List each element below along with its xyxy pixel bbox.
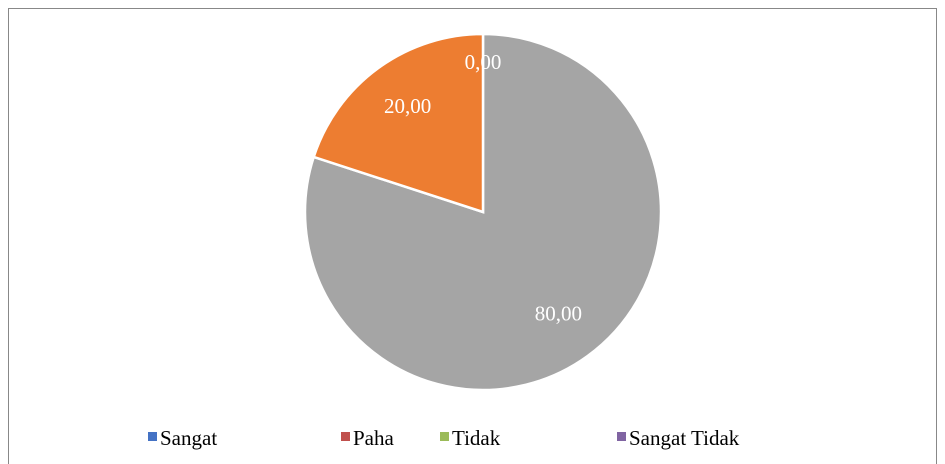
pie-slice — [312, 32, 485, 214]
legend-label: Tidak — [452, 426, 501, 450]
legend-swatch — [440, 432, 449, 441]
data-label: 0,00 — [465, 50, 502, 74]
data-label: 20,00 — [384, 94, 431, 118]
legend-swatch — [617, 432, 626, 441]
legend-swatch — [341, 432, 350, 441]
legend-label: Sangat Tidak — [629, 426, 740, 450]
legend-label: Sangat — [160, 426, 217, 450]
legend-swatch — [148, 432, 157, 441]
legend-label: Paha — [353, 426, 395, 450]
data-label: 80,00 — [535, 301, 582, 325]
pie-slice — [303, 32, 663, 392]
